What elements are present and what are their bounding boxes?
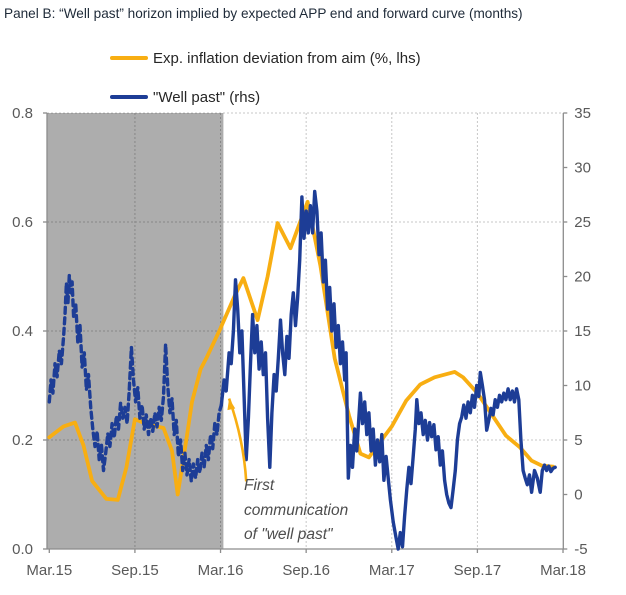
svg-text:0.6: 0.6: [12, 214, 33, 231]
axes: [43, 112, 568, 553]
annotation-arrow: [227, 398, 248, 482]
svg-text:0.8: 0.8: [12, 105, 33, 122]
chart-title: Panel B: “Well past” horizon implied by …: [4, 6, 523, 21]
svg-text:15: 15: [574, 323, 591, 340]
legend-item-inflation: Exp. inflation deviation from aim (%, lh…: [110, 48, 421, 68]
svg-text:25: 25: [574, 214, 591, 231]
svg-text:Mar.15: Mar.15: [26, 562, 72, 579]
annotation-line-3: of "well past": [244, 526, 333, 543]
svg-text:Sep.17: Sep.17: [454, 562, 502, 579]
svg-text:20: 20: [574, 269, 591, 286]
svg-text:0: 0: [574, 487, 582, 504]
svg-text:35: 35: [574, 105, 591, 122]
svg-text:5: 5: [574, 432, 582, 449]
svg-text:-5: -5: [574, 541, 587, 558]
svg-text:Sep.16: Sep.16: [282, 562, 330, 579]
svg-text:10: 10: [574, 378, 591, 395]
series-well-past-line: [219, 189, 557, 551]
legend: Exp. inflation deviation from aim (%, lh…: [110, 48, 421, 126]
svg-text:Mar.18: Mar.18: [540, 562, 586, 579]
series-inflation-deviation-line: [47, 199, 555, 502]
legend-label: "Well past" (rhs): [153, 88, 261, 106]
legend-swatch-orange: [110, 56, 148, 60]
annotation-line-1: First: [244, 477, 275, 494]
series-well-past-dashed-line: [47, 273, 224, 484]
legend-item-well-past: "Well past" (rhs): [110, 87, 421, 107]
svg-text:Sep.15: Sep.15: [111, 562, 159, 579]
annotation-line-2: communication: [244, 501, 349, 519]
svg-text:0.4: 0.4: [12, 323, 33, 340]
legend-label: Exp. inflation deviation from aim (%, lh…: [153, 49, 421, 67]
axis-tick-labels: Mar.15 Sep.15 Mar.16 Sep.16 Mar.17 Sep.17 Mar.…: [12, 105, 591, 579]
svg-text:0.2: 0.2: [12, 432, 33, 449]
legend-swatch-blue: [110, 95, 148, 99]
svg-text:30: 30: [574, 160, 591, 177]
svg-text:0.0: 0.0: [12, 541, 33, 558]
svg-text:Mar.17: Mar.17: [369, 562, 415, 579]
annotation-first-communication: First communication of "well past": [244, 474, 348, 548]
svg-text:Mar.16: Mar.16: [198, 562, 244, 579]
shaded-region: [47, 113, 224, 549]
